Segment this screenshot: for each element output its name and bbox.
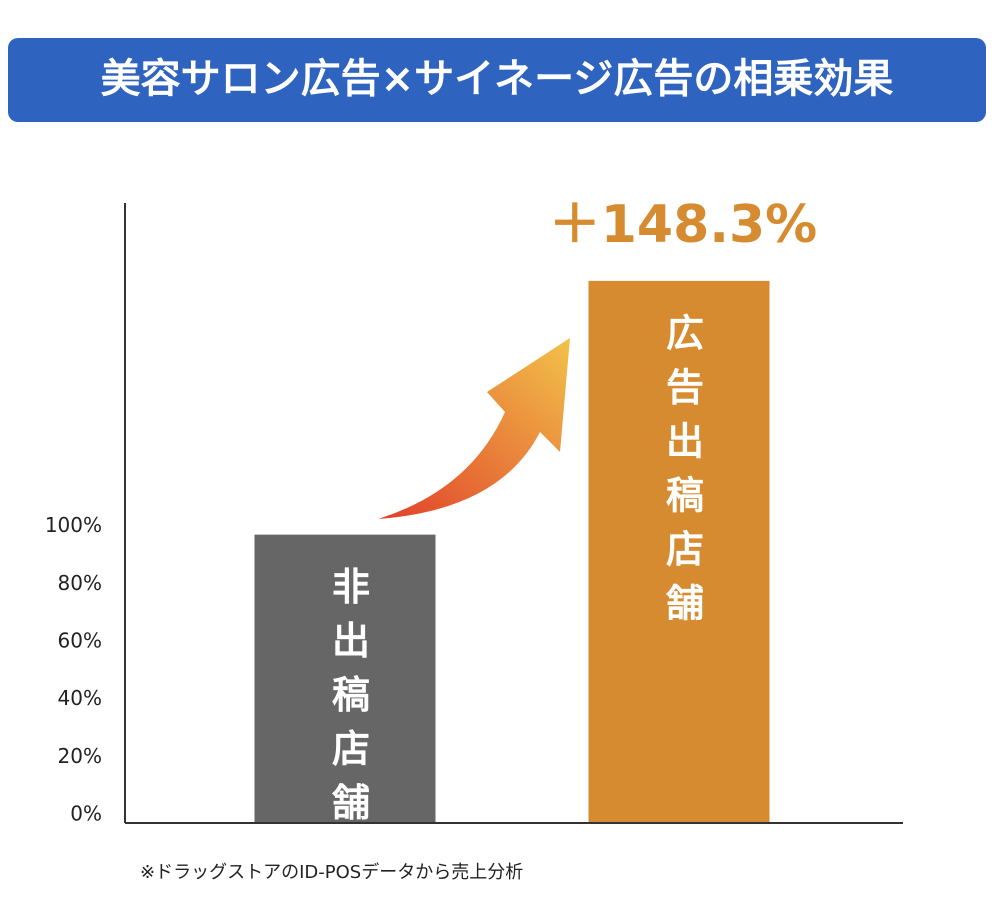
footnote: ※ドラッグストアのID-POSデータから売上分析 <box>140 862 523 883</box>
y-tick-label: 0% <box>70 802 102 826</box>
y-tick-label: 100% <box>45 513 102 537</box>
y-tick-label: 20% <box>58 744 102 768</box>
y-tick-label: 40% <box>58 686 102 710</box>
growth-arrow <box>378 338 570 519</box>
y-tick-label: 80% <box>58 571 102 595</box>
bar-label: 広告出稿店舗 <box>660 313 705 637</box>
y-tick-label: 60% <box>58 628 102 652</box>
bar <box>254 534 436 823</box>
annotation: ＋148.3% <box>549 195 818 255</box>
bar-label: 非出稿店舗 <box>326 567 371 837</box>
chart-title: 美容サロン広告×サイネージ広告の相乗効果 <box>101 56 894 102</box>
title-banner <box>8 38 986 122</box>
bar <box>588 280 770 823</box>
